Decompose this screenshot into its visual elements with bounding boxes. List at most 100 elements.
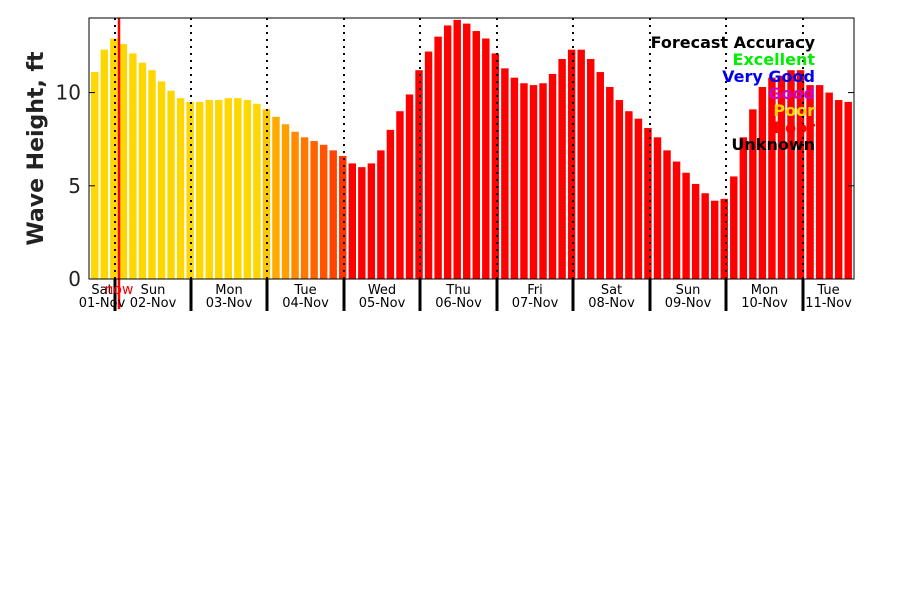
bar [634,118,643,279]
now-label: now [105,282,134,298]
bar [415,70,423,279]
bar [224,98,233,279]
y-tick-label: 10 [56,81,81,105]
bar [243,100,252,279]
bar [110,38,118,280]
bar [186,101,194,279]
bar [91,72,99,279]
x-tick-day: Sat [91,283,112,298]
bar [682,172,690,279]
legend-entry: Poor [773,101,815,120]
bar [272,116,280,279]
day-divider-group [114,18,804,279]
x-tick-day: Wed [368,283,396,298]
legend-entry: Excellent [733,50,816,69]
bar [358,167,366,279]
bar [396,111,404,280]
bar [119,44,128,279]
bar [787,70,795,279]
bar [520,83,528,279]
legend-entry: Unknown [731,135,815,154]
bar [377,150,385,279]
bar [777,75,786,279]
bar [501,68,509,279]
bar [529,85,538,279]
bar [758,86,767,279]
x-tick-date: 07-Nov [512,296,559,311]
x-tick-day: Tue [816,283,839,298]
bar [701,193,709,279]
bar [653,137,662,279]
x-tick-date: 10-Nov [741,296,788,311]
x-tick-day: Mon [751,283,778,298]
bar [844,101,852,279]
x-axis-day-labels: Sat01-NovSun02-NovMon03-NovTue04-NovWed0… [79,279,852,311]
bar [281,124,290,279]
bar [587,59,595,280]
x-tick-day: Sun [141,283,166,298]
bar [510,77,519,279]
bar [367,163,376,279]
bar [100,49,109,279]
bar [691,183,700,279]
bar [319,144,328,279]
bar [472,31,480,279]
legend-entry: Good [768,84,815,103]
bar [730,176,738,279]
bar [482,38,490,280]
bar [310,141,318,279]
x-tick-date: 11-Nov [805,296,852,311]
x-tick-date: 04-Nov [282,296,329,311]
bar [796,70,805,279]
bar [329,150,337,279]
bar [720,198,728,279]
x-tick-date: 08-Nov [588,296,635,311]
bar [577,49,585,279]
bar [234,98,242,279]
x-tick-day: Fri [527,283,543,298]
bar [558,59,566,280]
x-tick-day: Sat [601,283,622,298]
bar [596,72,604,279]
bar [205,100,213,279]
bar [386,129,395,279]
bar [148,70,156,279]
bar [625,111,633,280]
bar [834,100,843,279]
bar [815,85,824,279]
bar [424,51,433,280]
bar [710,200,719,279]
y-axis-ticks: 0 5 10 [56,81,854,291]
bar [491,53,500,279]
bar [129,53,137,279]
x-tick-date: 06-Nov [435,296,482,311]
bar [548,73,557,280]
bar-group [91,19,852,280]
bar [739,137,748,279]
x-tick-date: 02-Nov [130,296,177,311]
bar [167,90,175,280]
bar [825,92,833,279]
y-axis-label: Wave Height, ft [24,51,49,246]
bar [291,131,299,279]
legend-title: Forecast Accuracy [651,33,816,52]
x-tick-date: 01-Nov [79,296,126,311]
bar [672,161,681,279]
y-tick-label: 5 [68,174,81,198]
x-tick-date: 09-Nov [665,296,712,311]
bar [405,94,414,279]
bar [253,103,261,279]
bar [195,101,204,279]
bar [300,137,309,279]
bar [663,150,671,279]
bar [443,25,452,280]
plot-frame [88,17,855,280]
bar [749,109,757,279]
bar [157,81,166,279]
x-tick-day: Sun [676,283,701,298]
x-tick-date: 03-Nov [206,296,253,311]
x-tick-day: Thu [445,283,470,298]
y-tick-label: 0 [68,267,81,291]
